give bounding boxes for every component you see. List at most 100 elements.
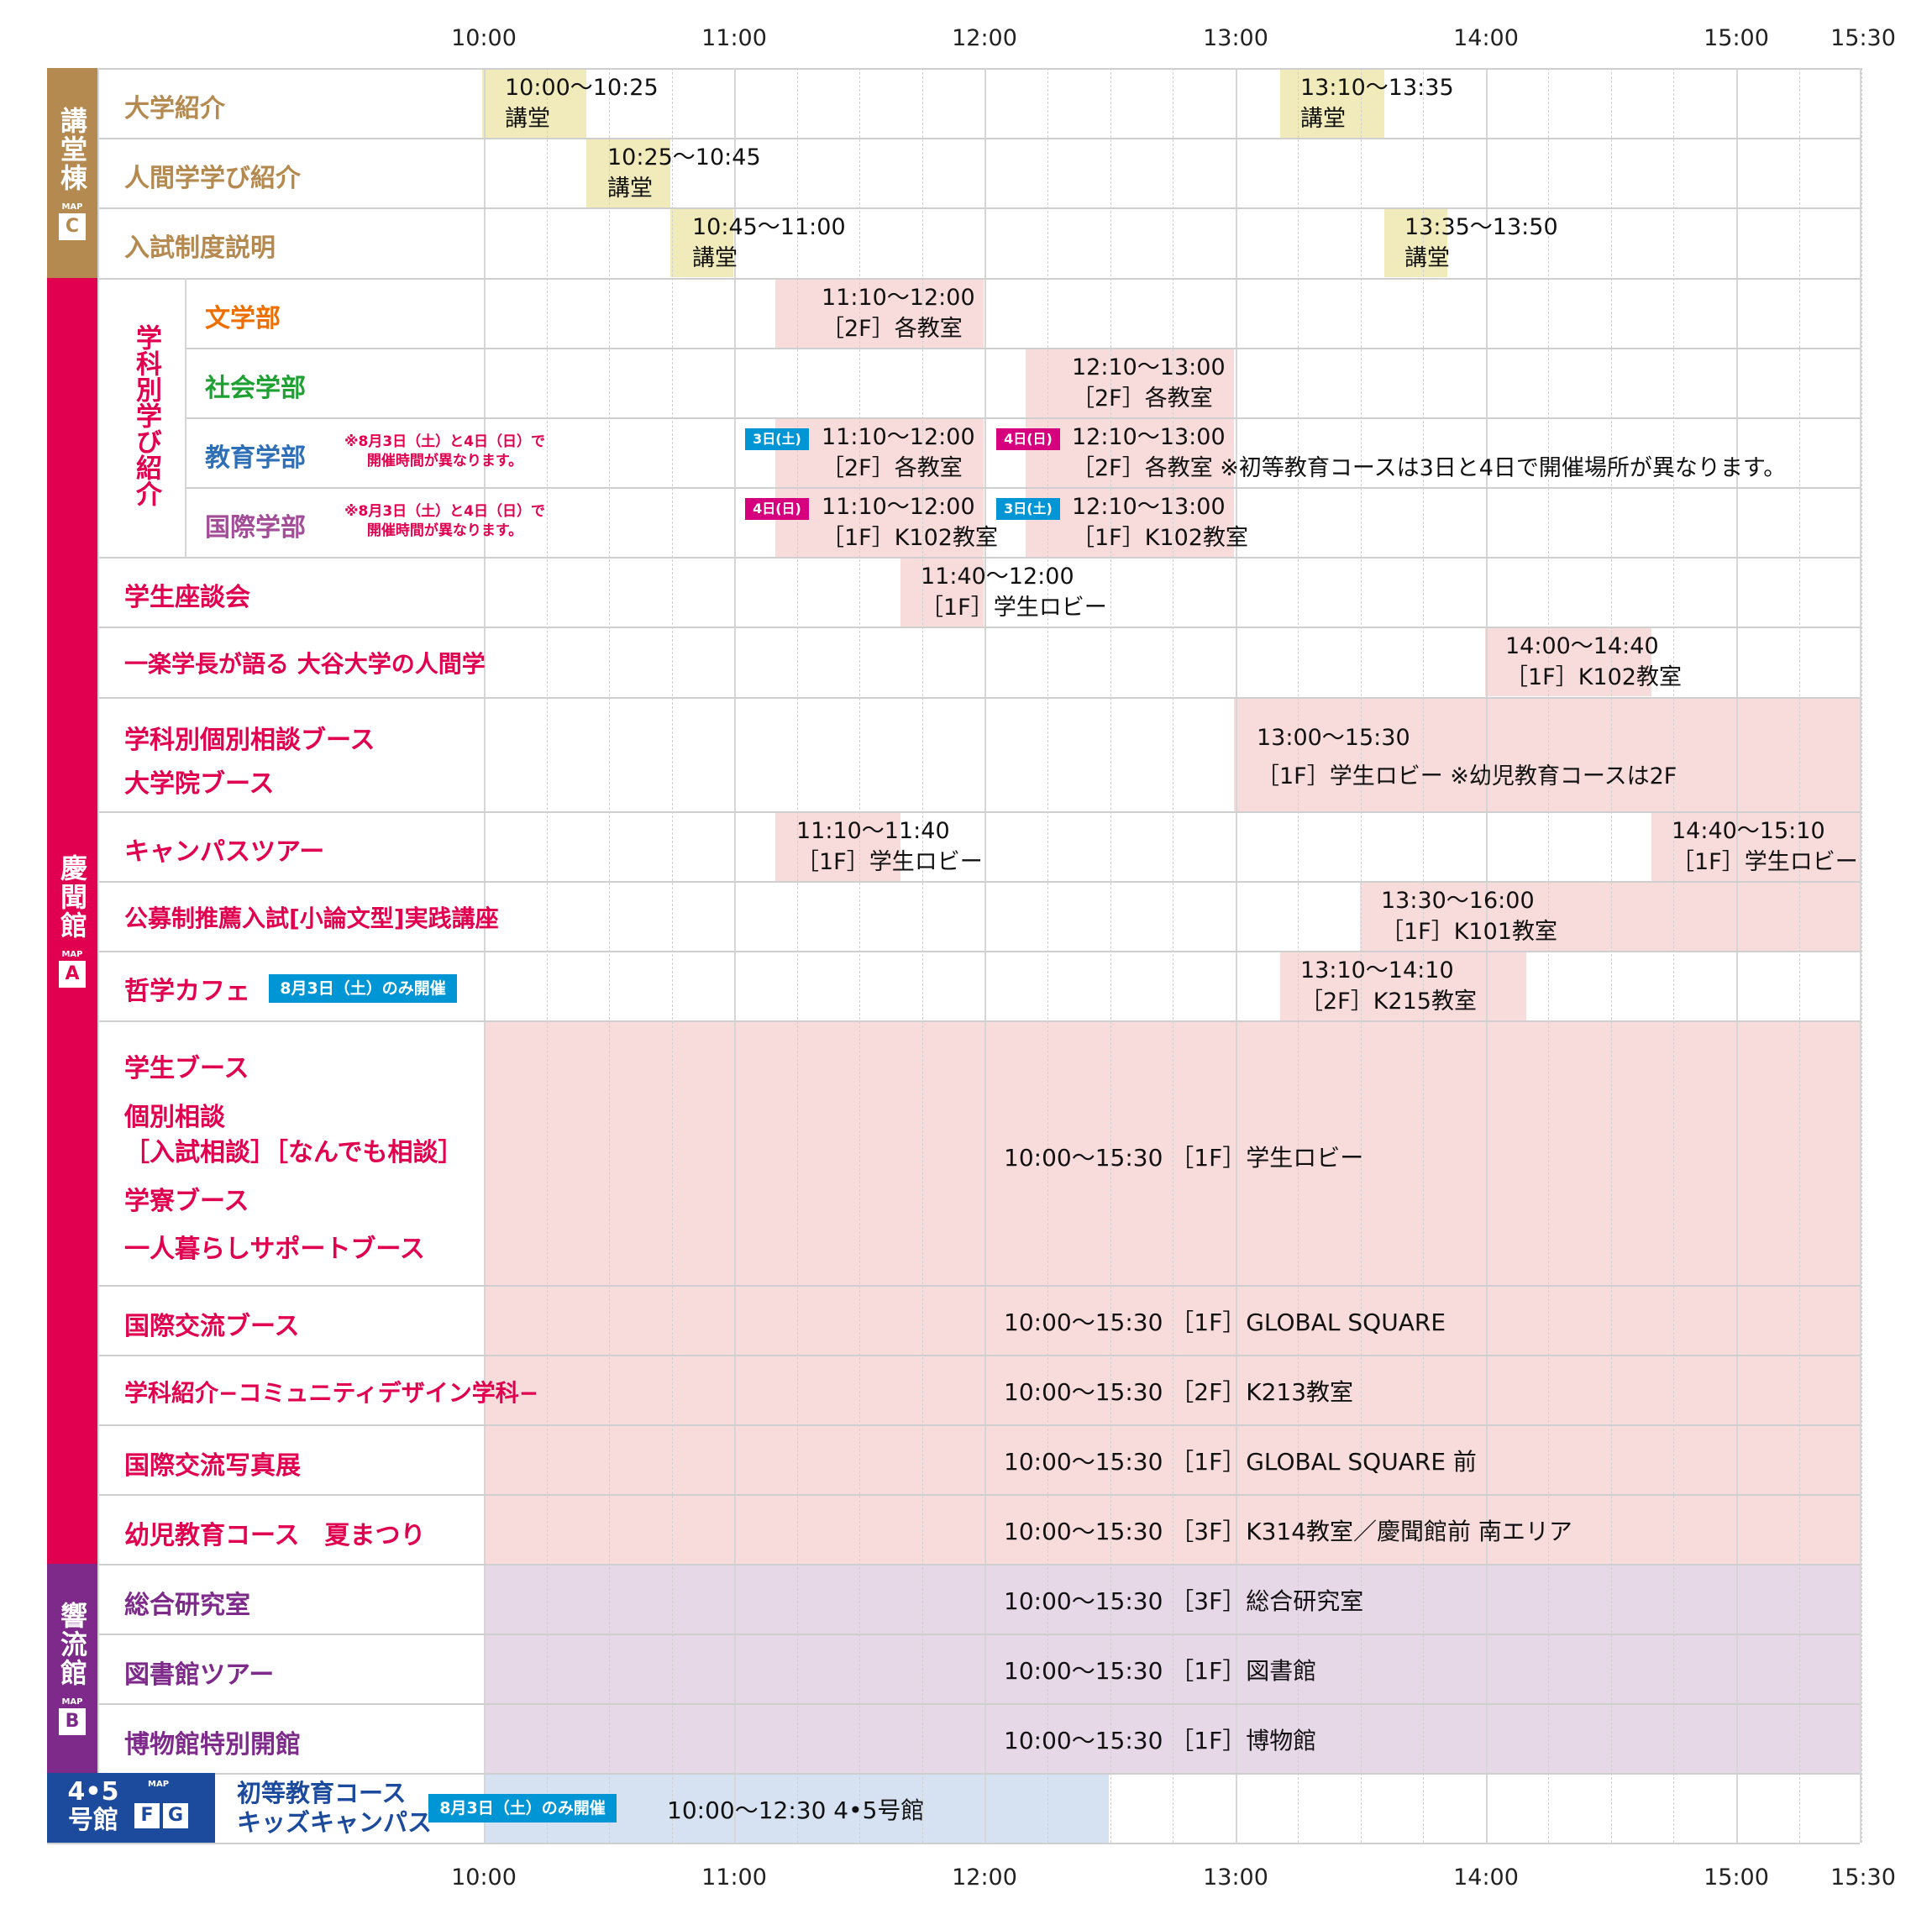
row-label: 一楽学長が語る 大谷大学の人間学 xyxy=(124,650,486,678)
event-text: 10:00〜15:30 ［3F］K314教室／慶聞館前 南エリア xyxy=(1004,1518,1572,1545)
row-label: 学科別個別相談ブース xyxy=(124,726,375,755)
section-name: 響流館 xyxy=(56,1602,88,1687)
grid-line xyxy=(1486,68,1488,1843)
event-bar xyxy=(775,813,900,881)
event-text: 10:00〜10:25 講堂 xyxy=(505,75,659,132)
only-sat-badge: 8月3日（土）のみ開催 xyxy=(269,974,457,1003)
row-label: 国際交流写真展 xyxy=(124,1451,301,1481)
hour-label: 15:30 xyxy=(1830,1864,1896,1891)
hour-label: 15:30 xyxy=(1830,25,1896,51)
event-bar xyxy=(484,1705,1860,1773)
map-badge: G xyxy=(163,1803,188,1828)
event-text: 12:10〜13:00 ［1F］K102教室 xyxy=(1072,494,1248,551)
grid-line xyxy=(1236,68,1237,1843)
event-bar xyxy=(775,489,984,557)
event-text: 10:45〜11:00 講堂 xyxy=(692,214,846,271)
grid-line xyxy=(797,68,798,1843)
section-kodo: 講堂棟 MAP C xyxy=(47,68,97,278)
hour-label: 15:00 xyxy=(1704,25,1769,51)
event-bar xyxy=(1026,349,1234,417)
event-bar xyxy=(484,1635,1860,1703)
event-text: 13:35〜13:50 講堂 xyxy=(1404,214,1558,271)
row-label: 教育学部 xyxy=(205,443,306,473)
hour-label: 12:00 xyxy=(952,25,1017,51)
grid-line xyxy=(1298,68,1299,1843)
row-label: 公募制推薦入試[小論文型]実践講座 xyxy=(124,905,499,932)
section-kyoryu: 響流館 MAP B xyxy=(47,1564,97,1773)
hour-label: 15:00 xyxy=(1704,1864,1769,1891)
grid-line xyxy=(1861,68,1862,1843)
event-bar xyxy=(1384,209,1447,277)
grid-line xyxy=(1423,68,1424,1843)
row-label: キャンパスツアー xyxy=(124,837,325,867)
row-label: ［入試相談］［なんでも相談］ xyxy=(124,1138,464,1167)
grid-line xyxy=(1736,68,1738,1843)
row-label: 一人暮らしサポートブース xyxy=(124,1235,425,1264)
row-label: 哲学カフェ xyxy=(124,977,250,1006)
grid-line xyxy=(1548,68,1549,1843)
event-text: 11:10〜11:40 ［1F］学生ロビー xyxy=(796,818,983,875)
event-text: 10:25〜10:45 講堂 xyxy=(607,144,761,202)
event-text: 14:40〜15:10 ［1F］学生ロビー xyxy=(1672,818,1858,875)
row-label: 総合研究室 xyxy=(124,1591,250,1620)
grid-line xyxy=(1799,68,1800,1843)
note: ※8月3日（土）と4日（日）で 開催時間が異なります。 xyxy=(344,433,546,469)
event-text: 12:10〜13:00 ［2F］各教室 ※初等教育コースは3日と4日で開催場所が異… xyxy=(1072,424,1787,481)
event-bar xyxy=(775,280,984,348)
event-bar xyxy=(1651,813,1860,881)
section-name: 慶聞館 xyxy=(56,854,88,940)
row-label: 図書館ツアー xyxy=(124,1660,275,1690)
grid-line xyxy=(1047,68,1048,1843)
event-bar xyxy=(484,1565,1860,1634)
row-label: 博物館特別開館 xyxy=(124,1730,301,1760)
event-bar xyxy=(1026,419,1234,487)
grid-line xyxy=(547,68,548,1843)
row-label: 人間学学び紹介 xyxy=(124,164,301,193)
hour-label: 12:00 xyxy=(952,1864,1017,1891)
day-tag-sat: 3日(土) xyxy=(996,498,1060,520)
row-label: 個別相談 xyxy=(124,1103,225,1132)
event-text: 11:10〜12:00 ［2F］各教室 xyxy=(822,424,975,481)
event-bar xyxy=(484,1426,1860,1494)
event-bar xyxy=(1280,70,1384,138)
event-text: 14:00〜14:40 ［1F］K102教室 xyxy=(1505,633,1682,690)
event-text: 12:10〜13:00 ［2F］各教室 xyxy=(1072,354,1226,412)
note: ※8月3日（土）と4日（日）で 開催時間が異なります。 xyxy=(344,503,546,539)
map-badge: A xyxy=(59,961,86,988)
section-name: 号館 xyxy=(68,1806,118,1835)
row-label: 文学部 xyxy=(205,304,281,333)
event-text: 10:00〜15:30 ［3F］総合研究室 xyxy=(1004,1587,1364,1615)
grid-line xyxy=(672,68,673,1843)
subgroup-label: 学科別学び紹介 xyxy=(131,324,161,506)
event-bar xyxy=(1234,699,1860,811)
grid-line xyxy=(484,68,486,1843)
event-text: 10:00〜15:30 ［1F］GLOBAL SQUARE 前 xyxy=(1004,1448,1477,1476)
hour-label: 13:00 xyxy=(1203,25,1268,51)
hour-label: 14:00 xyxy=(1453,1864,1519,1891)
day-tag-sun: 4日(日) xyxy=(996,428,1060,450)
grid-line xyxy=(984,68,986,1843)
event-text: 13:00〜15:30 ［1F］学生ロビー ※幼児教育コースは2F xyxy=(1257,725,1677,789)
grid-line xyxy=(734,68,736,1843)
grid-line xyxy=(1673,68,1674,1843)
grid-line xyxy=(859,68,860,1843)
event-bar xyxy=(670,209,733,277)
event-text: 10:00〜15:30 ［2F］K213教室 xyxy=(1004,1378,1354,1406)
row-label: 国際学部 xyxy=(205,513,306,543)
grid-line xyxy=(1361,68,1362,1843)
event-text: 13:10〜14:10 ［2F］K215教室 xyxy=(1300,957,1477,1015)
event-bar xyxy=(484,1287,1860,1355)
event-bar xyxy=(1026,489,1234,557)
section-keimon: 慶聞館 MAP A xyxy=(47,278,97,1564)
map-badge: B xyxy=(59,1708,86,1735)
hour-label: 14:00 xyxy=(1453,25,1519,51)
event-bar xyxy=(482,70,586,138)
row-label: 入試制度説明 xyxy=(124,233,276,263)
event-text: 11:10〜12:00 ［2F］各教室 xyxy=(822,285,975,342)
row-label: 学生ブース xyxy=(124,1054,249,1083)
grid-line xyxy=(609,68,610,1843)
event-text: 11:10〜12:00 ［1F］K102教室 xyxy=(822,494,998,551)
map-badge: F xyxy=(134,1803,160,1828)
event-bar xyxy=(484,1022,1860,1285)
